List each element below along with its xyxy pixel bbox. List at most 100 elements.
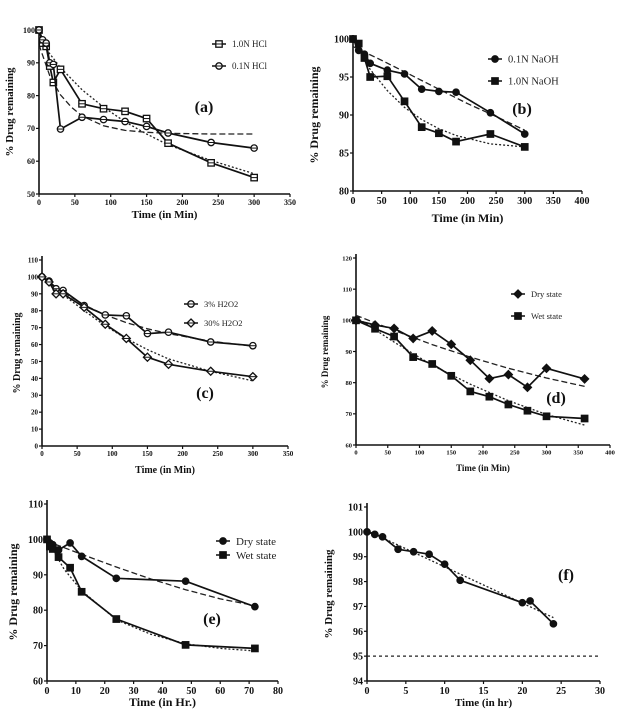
panel-label: (c) — [196, 385, 214, 402]
x-tick-label: 0 — [45, 686, 50, 697]
data-point — [77, 552, 86, 561]
data-point — [394, 545, 402, 554]
data-point — [484, 373, 495, 384]
legend-marker — [491, 77, 499, 85]
fit-curve-dotted — [38, 39, 255, 175]
y-tick-label: 50 — [31, 358, 39, 366]
data-point — [409, 547, 418, 556]
x-tick-label: 250 — [212, 450, 223, 458]
legend-entry[interactable]: 1.0N HCl — [212, 39, 268, 49]
data-point — [112, 574, 121, 583]
y-tick-label: 60 — [31, 341, 39, 349]
y-tick-label: 70 — [31, 324, 39, 332]
data-point — [408, 333, 419, 344]
y-axis-title: % Drug remaining — [12, 313, 23, 394]
data-point — [251, 602, 259, 611]
data-point — [541, 363, 552, 374]
y-axis-title: % Drug remaining — [320, 315, 330, 388]
y-tick-label: 80 — [346, 380, 353, 387]
y-tick-label: 90 — [33, 570, 43, 581]
x-tick-label: 0 — [351, 196, 356, 207]
x-tick-label: 0 — [365, 686, 370, 697]
x-tick-label: 200 — [478, 450, 488, 457]
x-axis-title: Time (in hr) — [455, 697, 513, 709]
x-tick-label: 100 — [403, 196, 418, 207]
y-tick-label: 120 — [342, 255, 352, 262]
legend-entry[interactable]: 1.0N NaOH — [488, 77, 559, 88]
legend-entry[interactable]: Dry state — [511, 289, 562, 299]
legend-marker — [491, 55, 499, 63]
legend-entry[interactable]: 0.1N HCl — [212, 61, 268, 71]
data-point — [54, 553, 63, 561]
x-tick-label: 250 — [510, 450, 520, 457]
data-point — [580, 414, 589, 423]
y-tick-label: 60 — [346, 442, 353, 449]
x-tick-label: 300 — [248, 198, 260, 207]
y-tick-label: 70 — [27, 124, 35, 133]
x-tick-label: 30 — [129, 686, 139, 697]
x-tick-label: 200 — [177, 450, 188, 458]
data-point — [452, 137, 460, 146]
data-point — [354, 39, 363, 48]
x-tick-label: 20 — [100, 686, 110, 697]
y-tick-label: 60 — [27, 157, 35, 166]
data-point — [352, 316, 360, 325]
data-point — [389, 323, 400, 334]
data-point — [542, 412, 551, 421]
series-line — [352, 38, 526, 135]
y-tick-label: 101 — [348, 503, 363, 514]
data-point — [417, 85, 426, 94]
legend-entry[interactable]: Wet state — [216, 550, 276, 562]
data-point — [579, 374, 590, 384]
data-point — [48, 545, 57, 553]
data-point — [112, 615, 121, 623]
y-tick-label: 30 — [31, 392, 39, 400]
y-tick-label: 90 — [31, 290, 39, 298]
y-tick-label: 95 — [353, 652, 363, 663]
legend-label: 3% H2O2 — [204, 299, 238, 309]
y-tick-label: 98 — [353, 577, 363, 588]
legend-label: 1.0N HCl — [232, 39, 268, 49]
data-point — [452, 88, 460, 97]
data-point — [181, 577, 190, 586]
x-tick-label: 70 — [244, 686, 254, 697]
x-tick-label: 350 — [546, 196, 561, 207]
x-tick-label: 350 — [284, 198, 296, 207]
data-point — [465, 355, 476, 366]
legend-label: 1.0N NaOH — [508, 77, 559, 88]
x-tick-label: 50 — [74, 450, 82, 458]
data-point — [400, 70, 409, 78]
legend-entry[interactable]: Dry state — [216, 536, 276, 548]
y-tick-label: 110 — [343, 286, 352, 293]
x-tick-label: 50 — [377, 196, 387, 207]
data-point — [366, 73, 375, 81]
legend-entry[interactable]: Wet state — [511, 311, 562, 321]
data-point — [447, 371, 456, 380]
legend-entry[interactable]: 30% H2O2 — [184, 318, 242, 328]
chart-panel-b: 0 50 100 150 200 250 300 350 400 80 85 90 95 100 Time … — [307, 35, 590, 226]
y-tick-label: 40 — [31, 375, 39, 383]
x-tick-label: 100 — [415, 450, 425, 457]
data-point — [520, 130, 529, 138]
data-point — [378, 532, 387, 541]
legend-entry[interactable]: 3% H2O2 — [184, 299, 238, 309]
y-tick-label: 100 — [28, 273, 39, 281]
legend-entry[interactable]: 0.1N NaOH — [488, 55, 559, 66]
panel-label: (d) — [546, 390, 566, 407]
y-axis-title: % Drug remaining — [323, 549, 335, 639]
y-tick-label: 100 — [28, 535, 43, 546]
y-axis-title: % Drug remaining — [4, 67, 16, 157]
data-point — [440, 560, 449, 569]
y-tick-label: 94 — [353, 677, 363, 688]
x-tick-label: 15 — [479, 686, 489, 697]
x-tick-label: 100 — [107, 450, 118, 458]
x-tick-label: 10 — [440, 686, 450, 697]
legend-marker — [514, 312, 522, 320]
data-point — [363, 528, 371, 536]
fit-curve-dashed — [355, 314, 585, 388]
x-axis-title: Time (in Min) — [135, 465, 195, 476]
x-tick-label: 25 — [556, 686, 566, 697]
x-tick-label: 250 — [212, 198, 224, 207]
y-tick-label: 90 — [346, 349, 353, 356]
